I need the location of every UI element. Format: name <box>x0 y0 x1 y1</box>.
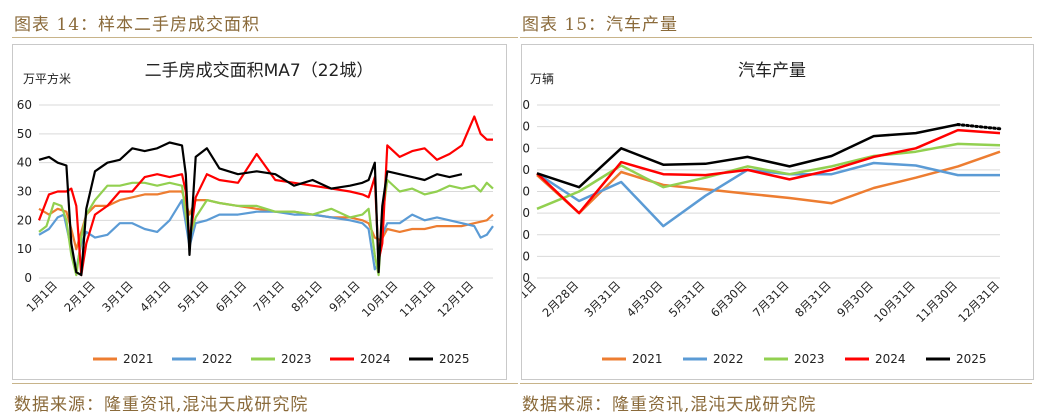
series-line-2025 <box>536 123 959 189</box>
y-tick-label: 30 <box>17 185 32 199</box>
y-axis-unit: 万平方米 <box>23 71 71 86</box>
x-tick-label: 3月1日 <box>99 278 136 315</box>
series-line-2025 <box>38 141 463 277</box>
x-tick-label: 6月30日 <box>708 278 750 320</box>
y-tick-label: 20 <box>17 213 32 227</box>
legend-label-2021: 2021 <box>632 352 663 366</box>
y-tick-label: 400 <box>522 98 530 112</box>
x-tick-label: 5月31日 <box>666 278 708 320</box>
x-tick-label: 7月31日 <box>750 278 792 320</box>
series-line-2022 <box>38 199 494 271</box>
x-tick-label: 8月1日 <box>288 278 325 315</box>
x-tick-label: 2月28日 <box>540 278 582 320</box>
x-tick-label: 9月1日 <box>326 278 363 315</box>
rule-bottom-left <box>12 383 518 384</box>
series-line-2021 <box>536 150 1001 215</box>
x-tick-label: 7月1日 <box>251 278 288 315</box>
x-tick-label: 10月1日 <box>359 278 401 320</box>
y-tick-label: 60 <box>17 98 32 112</box>
y-tick-label: 0 <box>522 271 530 285</box>
legend-label-2025: 2025 <box>956 352 987 366</box>
y-tick-label: 300 <box>522 141 530 155</box>
y-tick-label: 350 <box>522 120 530 134</box>
x-tick-label: 4月1日 <box>137 278 174 315</box>
y-tick-label: 250 <box>522 163 530 177</box>
chart-panel-left: 二手房成交面积MA7（22城） 万平方米 0 10 20 30 40 50 60 1月1日 2月1日… <box>12 44 507 380</box>
series-line-2025-projected <box>956 123 1002 131</box>
y-tick-label: 50 <box>522 249 530 263</box>
rule-bottom-right <box>520 383 1032 384</box>
series-line-2024 <box>37 115 493 277</box>
y-tick-label: 200 <box>522 185 530 199</box>
y-tick-label: 10 <box>17 242 32 256</box>
series-line-2023 <box>536 142 1001 210</box>
x-tick-label: 10月31日 <box>871 278 918 325</box>
chart-title: 汽车产量 <box>738 61 806 81</box>
chart-title: 二手房成交面积MA7（22城） <box>145 61 374 81</box>
x-tick-label: 2月1日 <box>61 278 98 315</box>
series-line-2022 <box>536 161 1000 228</box>
legend-label-2024: 2024 <box>875 352 906 366</box>
x-tick-label: 3月31日 <box>582 278 624 320</box>
source-note-right: 数据来源：隆重资讯,混沌天成研究院 <box>522 395 817 415</box>
source-note-left: 数据来源：隆重资讯,混沌天成研究院 <box>14 395 309 415</box>
legend-label-2023: 2023 <box>794 352 825 366</box>
series-line-2024 <box>536 128 1001 215</box>
legend-label-2024: 2024 <box>360 352 391 366</box>
x-tick-label: 5月1日 <box>175 278 212 315</box>
legend-label-2022: 2022 <box>713 352 744 366</box>
x-tick-label: 1月31日 <box>522 278 539 320</box>
figure-14-title: 图表 14：样本二手房成交面积 <box>14 15 261 35</box>
y-tick-label: 100 <box>522 228 530 242</box>
legend-label-2023: 2023 <box>281 352 312 366</box>
title-rule-left <box>12 37 518 38</box>
legend-label-2021: 2021 <box>123 352 154 366</box>
legend-label-2025: 2025 <box>439 352 470 366</box>
x-tick-label: 6月1日 <box>213 278 250 315</box>
x-tick-label: 8月31日 <box>792 278 834 320</box>
series-line-2023 <box>38 178 494 277</box>
y-tick-label: 0 <box>24 271 32 285</box>
x-tick-label: 9月30日 <box>834 278 876 320</box>
x-tick-label: 12月1日 <box>435 278 477 320</box>
x-tick-label: 11月30日 <box>913 278 960 325</box>
legend-label-2022: 2022 <box>202 352 233 366</box>
y-tick-label: 150 <box>522 206 530 220</box>
x-tick-label: 4月30日 <box>624 278 666 320</box>
y-tick-label: 40 <box>17 156 32 170</box>
figure-15-title: 图表 15：汽车产量 <box>522 15 679 35</box>
y-tick-label: 50 <box>17 127 32 141</box>
y-axis-unit: 万辆 <box>530 72 554 86</box>
title-rule-right <box>520 37 1032 38</box>
x-tick-label: 11月1日 <box>397 278 439 320</box>
x-tick-label: 12月31日 <box>955 278 1002 325</box>
